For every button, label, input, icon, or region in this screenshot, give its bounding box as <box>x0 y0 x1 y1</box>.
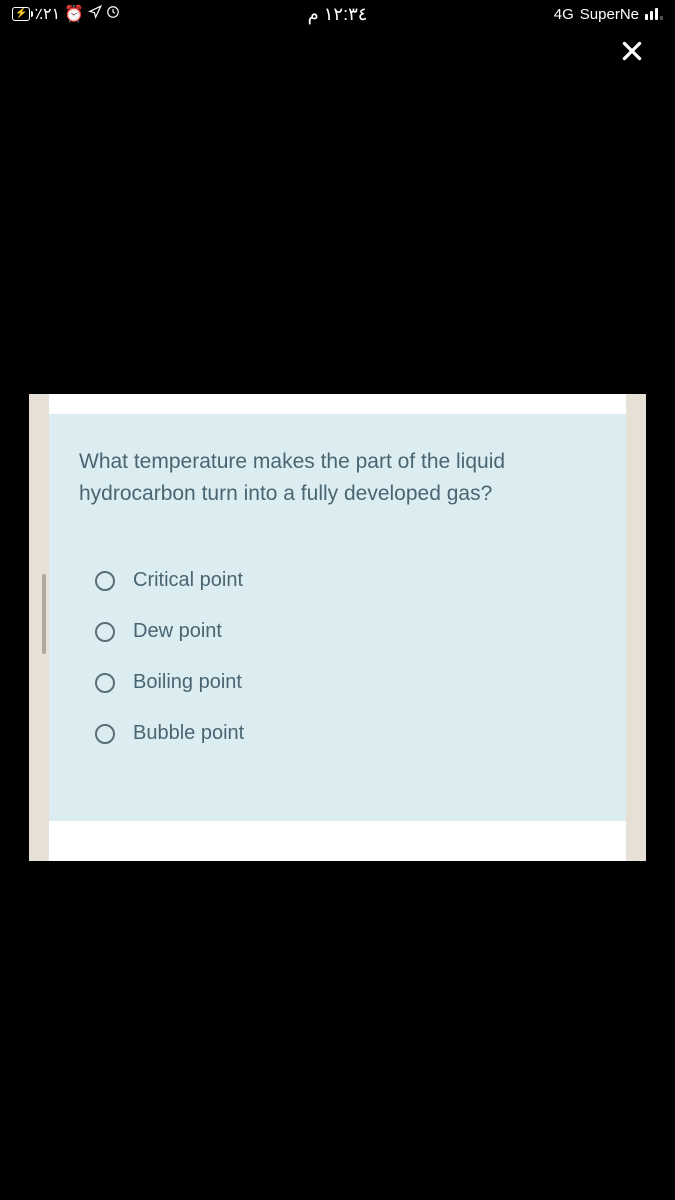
location-icon <box>88 5 102 24</box>
option-label: Boiling point <box>133 671 242 694</box>
close-row <box>0 28 675 69</box>
option-boiling-point[interactable]: Boiling point <box>95 671 596 694</box>
radio-icon <box>95 673 115 693</box>
close-icon <box>619 38 645 64</box>
options-list: Critical point Dew point Boiling point B… <box>79 569 596 745</box>
radio-icon <box>95 622 115 642</box>
status-right: 4G SuperNe <box>554 6 663 23</box>
option-bubble-point[interactable]: Bubble point <box>95 722 596 745</box>
alarm-icon: ⏰ <box>64 4 84 24</box>
option-label: Dew point <box>133 620 222 643</box>
sync-icon <box>106 5 120 24</box>
status-left: ⚡ ٪٢١ ⏰ <box>12 4 120 24</box>
card-top-strip <box>49 394 626 414</box>
scroll-indicator[interactable] <box>42 574 46 654</box>
option-label: Bubble point <box>133 722 244 745</box>
battery-icon: ⚡ <box>12 7 30 21</box>
battery-percent: ٪٢١ <box>34 4 60 24</box>
radio-icon <box>95 724 115 744</box>
status-bar: ⚡ ٪٢١ ⏰ ١٢:٣٤ م 4G SuperNe <box>0 0 675 28</box>
status-time: ١٢:٣٤ م <box>308 4 368 25</box>
option-critical-point[interactable]: Critical point <box>95 569 596 592</box>
question-text: What temperature makes the part of the l… <box>79 446 596 509</box>
carrier-name: SuperNe <box>580 6 639 23</box>
option-label: Critical point <box>133 569 243 592</box>
question-card: What temperature makes the part of the l… <box>49 414 626 821</box>
network-type: 4G <box>554 6 574 23</box>
option-dew-point[interactable]: Dew point <box>95 620 596 643</box>
charging-bolt-icon: ⚡ <box>15 9 27 19</box>
content-area: What temperature makes the part of the l… <box>29 394 646 861</box>
close-button[interactable] <box>619 38 645 69</box>
card-bottom-strip <box>49 821 626 861</box>
radio-icon <box>95 571 115 591</box>
signal-icon <box>645 8 663 20</box>
